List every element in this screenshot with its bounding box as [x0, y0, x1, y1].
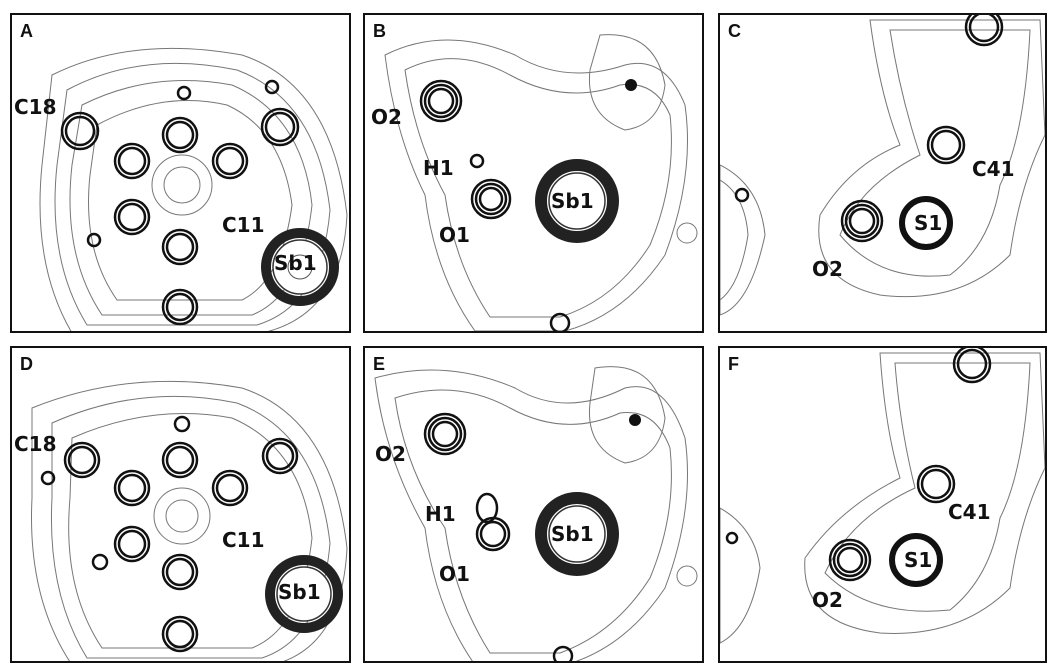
s1-atom-c: [899, 196, 953, 250]
atom-label-o1: O1: [439, 562, 470, 586]
atom-label-s1: S1: [914, 211, 943, 235]
panel-letter: D: [20, 354, 33, 374]
sb1-atom-e: [535, 492, 619, 576]
panel-letter: A: [20, 21, 33, 41]
panel-letter: B: [373, 21, 386, 41]
contour-map-e: [374, 366, 698, 661]
atom-label-h1: H1: [425, 502, 456, 526]
contour-map-b: [384, 34, 698, 331]
panel-e: E O2 H1 O1 Sb1: [363, 346, 704, 663]
atom-label-c11: C11: [222, 528, 265, 552]
atom-label-sb1: Sb1: [551, 522, 594, 546]
atom-label-sb1: Sb1: [274, 251, 317, 275]
atom-label-o2: O2: [812, 588, 843, 612]
atom-label-c11: C11: [222, 213, 265, 237]
atom-label-c41: C41: [972, 157, 1015, 181]
sb1-atom-a: [261, 228, 339, 306]
panel-b: B O2 H1 O1 Sb1: [363, 13, 704, 333]
atom-label-h1: H1: [423, 156, 454, 180]
atom-label-sb1: Sb1: [551, 189, 594, 213]
atom-label-sb1: Sb1: [278, 580, 321, 604]
atom-label-o2: O2: [375, 442, 406, 466]
panel-d: D C18 C11 Sb1: [10, 346, 351, 663]
contour-map-c: [720, 15, 1045, 316]
contour-map-d: [31, 380, 348, 661]
atom-label-o1: O1: [439, 223, 470, 247]
sb1-atom-b: [535, 159, 619, 243]
atom-label-o2: O2: [371, 105, 402, 129]
s1-atom-f: [889, 533, 943, 587]
sb1-atom-d: [265, 555, 343, 633]
panel-letter: E: [373, 354, 386, 374]
contour-map-f: [720, 348, 1045, 644]
atom-label-o2: O2: [812, 257, 843, 281]
contour-map-a: [39, 47, 348, 331]
panel-a: A C18 C11 Sb1: [10, 13, 351, 333]
panel-c: C C41 S1 O2: [718, 13, 1047, 333]
atom-label-c41: C41: [948, 500, 991, 524]
atom-label-c18: C18: [14, 95, 57, 119]
panel-letter: F: [728, 354, 739, 374]
atom-label-s1: S1: [904, 548, 933, 572]
panel-letter: C: [728, 21, 741, 41]
atom-label-c18: C18: [14, 432, 57, 456]
panel-f: F C41 S1 O2: [718, 346, 1047, 663]
